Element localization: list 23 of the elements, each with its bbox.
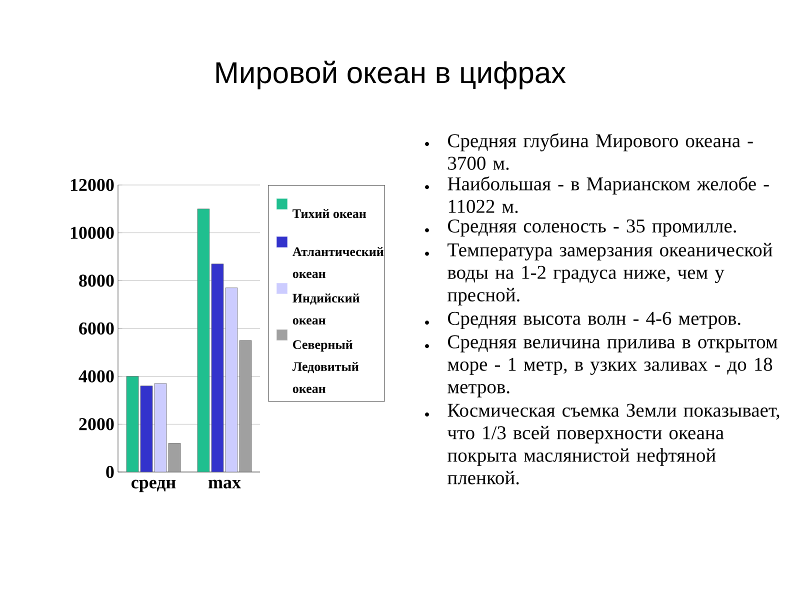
legend-label: Северный Ледовитый океан (292, 340, 359, 394)
text: Наибольшая - в Марианском желобе - 11022 м. (448, 176, 769, 214)
y-tick-label: 6000 (79, 322, 114, 335)
y-tick-label: 12000 (70, 178, 114, 192)
y-tick-label: 10000 (70, 226, 114, 239)
y-tick-label: 2000 (79, 418, 114, 430)
y-tick-label: 8000 (79, 274, 114, 287)
text: Температура замерзания океанической воды на 1-2 градуса ниже, чем у пресной. (448, 242, 772, 306)
x-tick-label: средн (132, 480, 176, 492)
bar (126, 376, 139, 472)
text: Атлантический океан (292, 246, 384, 278)
bar (197, 208, 210, 472)
y-tick-label: 4000 (78, 370, 114, 382)
text: Средняя глубина Мирового океана - 3700 м. (448, 133, 753, 170)
y-tick-label: 0 (106, 466, 114, 478)
x-tick-label: max (208, 480, 241, 488)
legend-label: Тихий океан (292, 208, 366, 218)
text: Мировой океан в цифрах (216, 60, 566, 90)
legend-label: Индийский океан (292, 293, 360, 325)
text: Средняя высота волн - 4-6 метров. (448, 312, 740, 329)
text: Средняя величина прилива в открытом море - 1 метр, в узких заливах - до 18 метров. (448, 335, 778, 398)
text: Космическая съемка Земли показывает, что 1/3 всей поверхности океана покрыта маслянистой нефтяной пленкой. (448, 404, 780, 484)
text: Средняя соленость - 35 промилле. (448, 219, 736, 237)
